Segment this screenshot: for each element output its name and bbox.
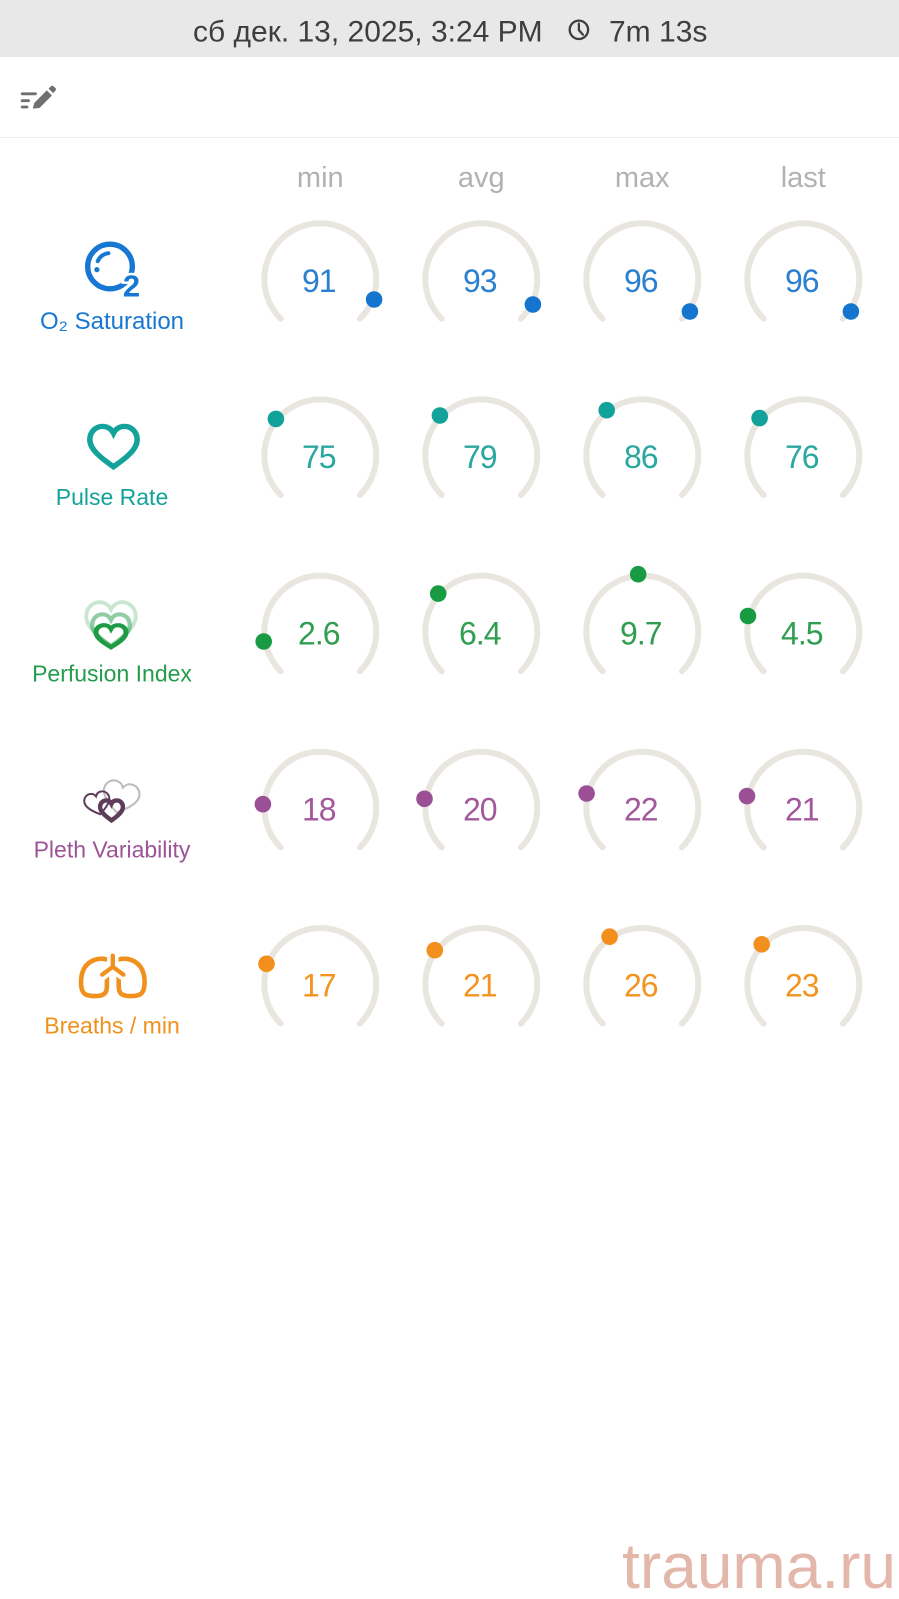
svg-text:max: max xyxy=(615,162,670,194)
svg-text:26: 26 xyxy=(624,968,658,1004)
svg-text:trauma.ru: trauma.ru xyxy=(622,1530,896,1599)
svg-text:23: 23 xyxy=(785,968,819,1004)
svg-text:91: 91 xyxy=(302,263,336,299)
svg-text:22: 22 xyxy=(624,792,658,828)
svg-text:4.5: 4.5 xyxy=(781,615,823,651)
svg-text:last: last xyxy=(781,162,826,194)
svg-text:7m 13s: 7m 13s xyxy=(609,16,707,49)
svg-text:96: 96 xyxy=(785,263,819,299)
svg-text:76: 76 xyxy=(785,439,819,475)
svg-text:9.7: 9.7 xyxy=(620,615,662,651)
svg-text:Breaths / min: Breaths / min xyxy=(44,1013,180,1039)
svg-text:21: 21 xyxy=(785,792,819,828)
svg-text:86: 86 xyxy=(624,439,658,475)
svg-text:79: 79 xyxy=(463,439,497,475)
svg-text:75: 75 xyxy=(302,439,336,475)
svg-text:avg: avg xyxy=(458,162,505,194)
svg-text:6.4: 6.4 xyxy=(459,615,501,651)
svg-text:96: 96 xyxy=(624,263,658,299)
svg-text:Perfusion Index: Perfusion Index xyxy=(32,660,192,686)
svg-text:O₂ Saturation: O₂ Saturation xyxy=(40,308,184,335)
svg-text:сб дек. 13, 2025, 3:24 PM: сб дек. 13, 2025, 3:24 PM xyxy=(193,16,543,49)
svg-text:93: 93 xyxy=(463,263,497,299)
svg-text:Pleth Variability: Pleth Variability xyxy=(34,837,191,863)
svg-text:21: 21 xyxy=(463,968,497,1004)
svg-text:2.6: 2.6 xyxy=(298,615,340,651)
svg-text:2: 2 xyxy=(123,269,140,304)
svg-text:min: min xyxy=(297,162,344,194)
svg-text:Pulse Rate: Pulse Rate xyxy=(56,484,169,510)
svg-text:20: 20 xyxy=(463,792,497,828)
svg-text:18: 18 xyxy=(302,792,336,828)
svg-text:17: 17 xyxy=(302,968,336,1004)
